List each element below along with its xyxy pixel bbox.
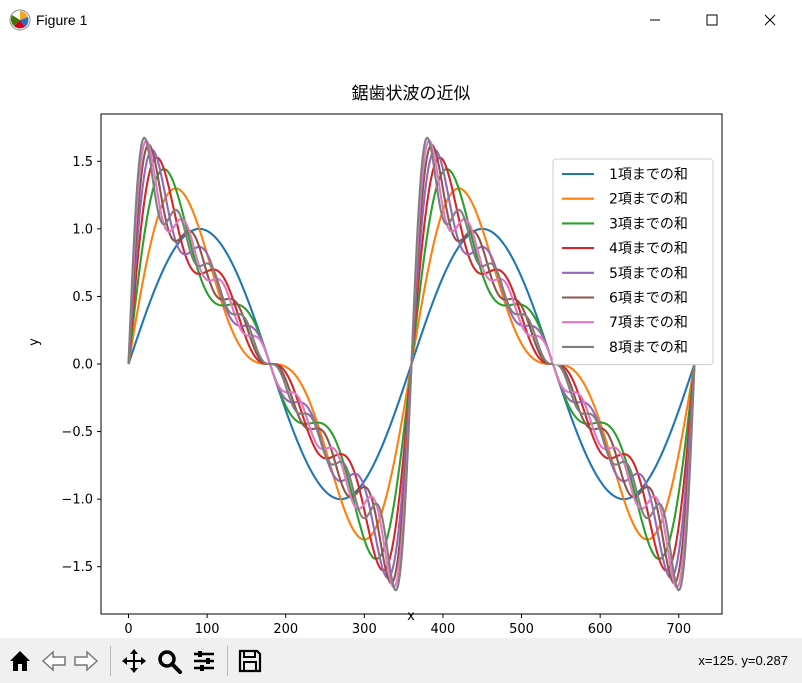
x-tick-label: 0 (124, 622, 132, 637)
chart-title: 鋸歯状波の近似 (352, 84, 471, 104)
legend-label-4: 4項までの和 (609, 241, 688, 257)
back-icon (41, 650, 66, 672)
maximize-icon (706, 14, 718, 26)
back-button[interactable] (40, 647, 68, 675)
legend-label-5: 5項までの和 (609, 266, 688, 282)
y-tick-label: −1.0 (61, 493, 93, 508)
navigation-toolbar: x=125. y=0.287 (0, 638, 802, 683)
legend-label-1: 1項までの和 (609, 167, 688, 183)
cursor-coordinates: x=125. y=0.287 (698, 653, 788, 668)
figure-canvas[interactable]: 鋸歯状波の近似 0 100 200 300 400 500 600 700 −1.5 −1.0 −0… (0, 40, 802, 638)
x-tick-label: 500 (509, 622, 534, 637)
zoom-icon (158, 650, 182, 674)
x-tick-label: 700 (666, 622, 691, 637)
configure-subplots-icon (194, 651, 214, 671)
pan-icon (122, 649, 146, 673)
save-button[interactable] (236, 647, 264, 675)
toolbar-separator (110, 646, 111, 676)
zoom-button[interactable] (155, 647, 183, 675)
home-button[interactable] (6, 647, 34, 675)
x-axis-label: x (407, 609, 415, 624)
window-title: Figure 1 (36, 12, 88, 28)
forward-button[interactable] (72, 647, 100, 675)
close-button[interactable] (747, 0, 793, 40)
legend-label-8: 8項までの和 (609, 340, 688, 356)
x-tick-label: 200 (273, 622, 298, 637)
x-tick-label: 600 (588, 622, 613, 637)
pan-button[interactable] (120, 647, 148, 675)
y-tick-label: 1.0 (72, 222, 93, 237)
y-tick-label: −0.5 (61, 425, 93, 440)
y-axis-label: y (27, 338, 42, 346)
save-icon (238, 649, 262, 673)
x-tick-label: 100 (195, 622, 220, 637)
legend-label-7: 7項までの和 (609, 315, 688, 331)
home-icon (10, 651, 30, 671)
series-line-8 (127, 136, 696, 592)
y-tick-label: 1.5 (72, 155, 93, 170)
legend-label-3: 3項までの和 (609, 216, 688, 232)
x-tick-label: 400 (431, 622, 456, 637)
legend-label-6: 6項までの和 (609, 291, 688, 307)
title-bar: Figure 1 (0, 0, 802, 40)
legend-label-2: 2項までの和 (609, 192, 688, 208)
close-icon (764, 14, 776, 26)
x-tick-label: 300 (352, 622, 377, 637)
ticks-layer: 0 100 200 300 400 500 600 700 −1.5 −1.0 −0.5 0.0 0.5… (61, 155, 691, 637)
forward-icon (74, 650, 99, 672)
configure-subplots-button[interactable] (190, 647, 218, 675)
matplotlib-logo-icon (9, 9, 31, 31)
maximize-button[interactable] (689, 0, 735, 40)
y-tick-label: 0.5 (72, 290, 93, 305)
y-tick-label: −1.5 (61, 560, 93, 575)
y-tick-label: 0.0 (72, 358, 93, 373)
series-layer (127, 136, 696, 592)
minimize-icon (650, 19, 660, 21)
minimize-button[interactable] (632, 0, 678, 40)
chart[interactable]: 鋸歯状波の近似 0 100 200 300 400 500 600 700 −1.5 −1.0 −0… (0, 40, 802, 638)
legend-box (552, 158, 714, 366)
legend: 1項までの和 2項までの和 3項までの和 4項までの和 5項までの和 6項までの和 7項まで… (552, 158, 714, 366)
toolbar-separator (227, 646, 228, 676)
